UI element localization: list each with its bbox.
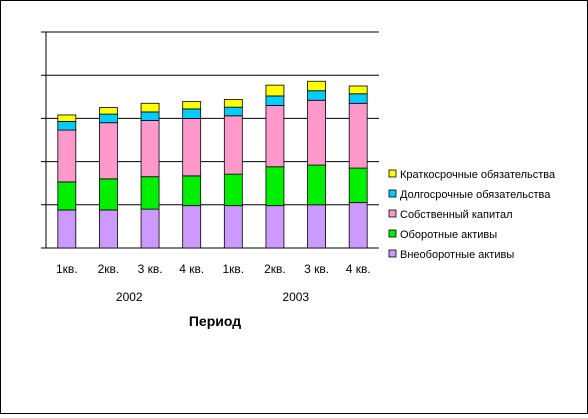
legend-swatch [388,189,397,198]
bar-segment [265,166,285,207]
bar-segment [99,113,118,124]
legend-label: Внеоборотные активы [400,249,514,261]
x-tick-label: 3 кв. [138,262,163,276]
bar-segment [99,122,118,180]
legend-swatch [388,169,397,178]
bar-segment [57,209,77,249]
bar-segment [182,101,202,110]
bar-segment [182,108,202,119]
bar-segment [182,175,202,207]
bar-segment [223,115,243,175]
bar-segment [348,102,368,169]
bar-segment [307,204,326,249]
legend-label: Краткосрочные обязательства [400,169,556,181]
legend-label: Долгосрочные обязательства [400,189,551,201]
bar-segment [140,208,160,249]
bar-segment [57,129,77,183]
x-tick-label: 2кв. [98,262,120,276]
bar-segment [99,209,118,249]
bar-segment [57,114,77,122]
grid-layer [41,31,379,249]
bar-segment [307,90,326,101]
bar-segment [140,120,160,178]
x-tick-label: 1кв. [56,262,78,276]
bar-segment [348,167,368,204]
x-tick-label: 4 кв. [179,262,204,276]
legend-label: Собственный капитал [400,209,513,221]
x-tick-label: 3 кв. [304,262,329,276]
x-tick-label: 2кв. [264,262,286,276]
bars-layer [57,80,368,249]
bar-segment [348,93,368,104]
bar-segment [182,205,202,249]
bar-segment [140,102,160,113]
bar-segment [307,99,326,166]
year-group-label: 2003 [282,290,309,304]
bar-segment [223,173,243,207]
bar-segment [348,85,368,95]
bar-segment [140,111,160,121]
bar-segment [57,181,77,211]
year-group-labels: 2002 2003 [116,290,310,304]
bar-segment [307,164,326,206]
bar-segment [223,98,243,108]
x-tick-label: 4 кв. [346,262,371,276]
x-tick-labels: 1кв. 2кв. 3 кв. 4 кв. 1кв. 2кв. 3 кв. 4 кв. [56,262,371,276]
bar-segment [223,205,243,249]
year-group-label: 2002 [116,290,143,304]
legend: Краткосрочные обязательства Долгосрочные … [388,169,556,261]
bar-segment [265,105,285,168]
legend-swatch [388,249,397,258]
x-axis-title: Период [189,313,241,329]
bar-segment [140,176,160,210]
x-tick-label: 1кв. [222,262,244,276]
bar-segment [99,178,118,211]
legend-swatch [388,209,397,218]
bar-segment [57,121,77,131]
bar-segment [265,95,285,106]
legend-label: Оборотные активы [400,229,497,241]
bar-segment [182,118,202,177]
bar-segment [348,202,368,249]
bar-segment [265,205,285,249]
bar-segment [223,106,243,117]
bar-segment [265,84,285,97]
legend-swatch [388,229,397,238]
bar-segment [307,80,326,92]
bar-segment [99,107,118,115]
